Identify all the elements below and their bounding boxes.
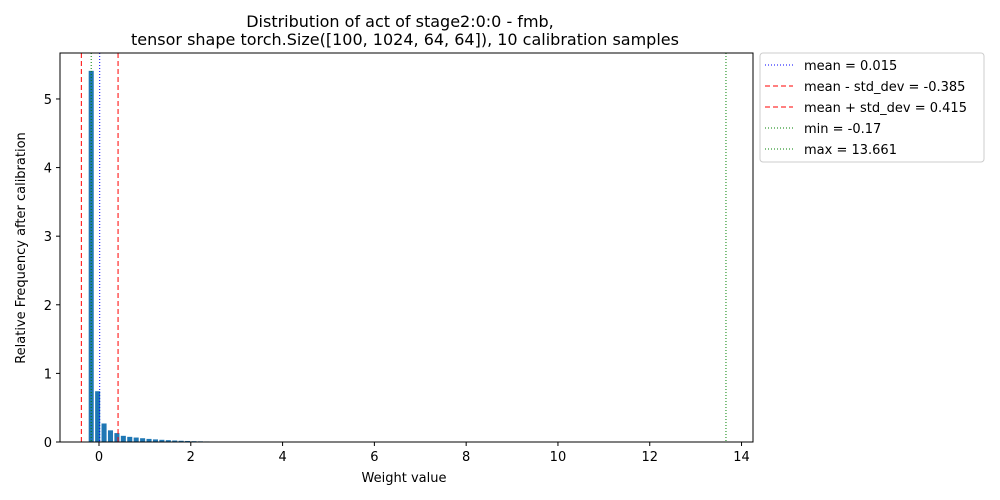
chart-title: Distribution of act of stage2:0:0 - fmb,: [246, 12, 554, 31]
legend-entry-label: max = 13.661: [804, 143, 897, 158]
histogram-bar: [146, 438, 152, 442]
legend-entry-label: mean - std_dev = -0.385: [804, 80, 965, 95]
histogram-bar: [178, 440, 184, 442]
x-tick-label: 2: [187, 450, 195, 465]
histogram-bar: [152, 439, 158, 442]
y-tick-label: 3: [44, 230, 52, 245]
x-tick-label: 14: [733, 450, 750, 465]
x-tick-label: 6: [370, 450, 378, 465]
x-tick-label: 10: [550, 450, 567, 465]
axes-frame: [59, 52, 754, 443]
x-tick-label: 0: [95, 450, 103, 465]
y-tick-label: 1: [44, 367, 52, 382]
histogram-bar: [107, 430, 114, 442]
histogram-bar: [133, 437, 139, 442]
histogram-bar: [114, 433, 120, 442]
legend-box: [759, 52, 985, 163]
y-tick-label: 2: [44, 299, 52, 314]
y-axis-label: Relative Frequency after calibration: [14, 132, 29, 364]
x-tick-label: 8: [462, 450, 470, 465]
chart-subtitle: tensor shape torch.Size([100, 1024, 64, …: [131, 30, 679, 49]
histogram-bar: [140, 438, 146, 442]
y-tick-label: 4: [44, 162, 52, 177]
histogram-bar: [159, 439, 165, 442]
y-tick-label: 5: [44, 93, 52, 108]
histogram-bar: [120, 435, 126, 442]
legend-entry-label: min = -0.17: [804, 122, 881, 137]
plot-area: [59, 52, 754, 443]
x-axis-label: Weight value: [362, 471, 447, 486]
histogram-bar: [101, 423, 107, 442]
histogram-bar: [127, 436, 133, 442]
histogram-bar: [172, 440, 178, 442]
legend-entry-label: mean = 0.015: [804, 59, 897, 74]
histogram-bar: [165, 440, 171, 442]
legend-entry-label: mean + std_dev = 0.415: [804, 101, 967, 116]
histogram-bar: [95, 391, 101, 442]
x-tick-label: 12: [641, 450, 658, 465]
legend: mean = 0.015 mean - std_dev = -0.385 mean …: [759, 52, 985, 163]
y-tick-label: 0: [44, 436, 52, 451]
histogram-bar: [185, 440, 191, 442]
histogram-bar: [88, 70, 94, 443]
x-tick-label: 4: [278, 450, 286, 465]
